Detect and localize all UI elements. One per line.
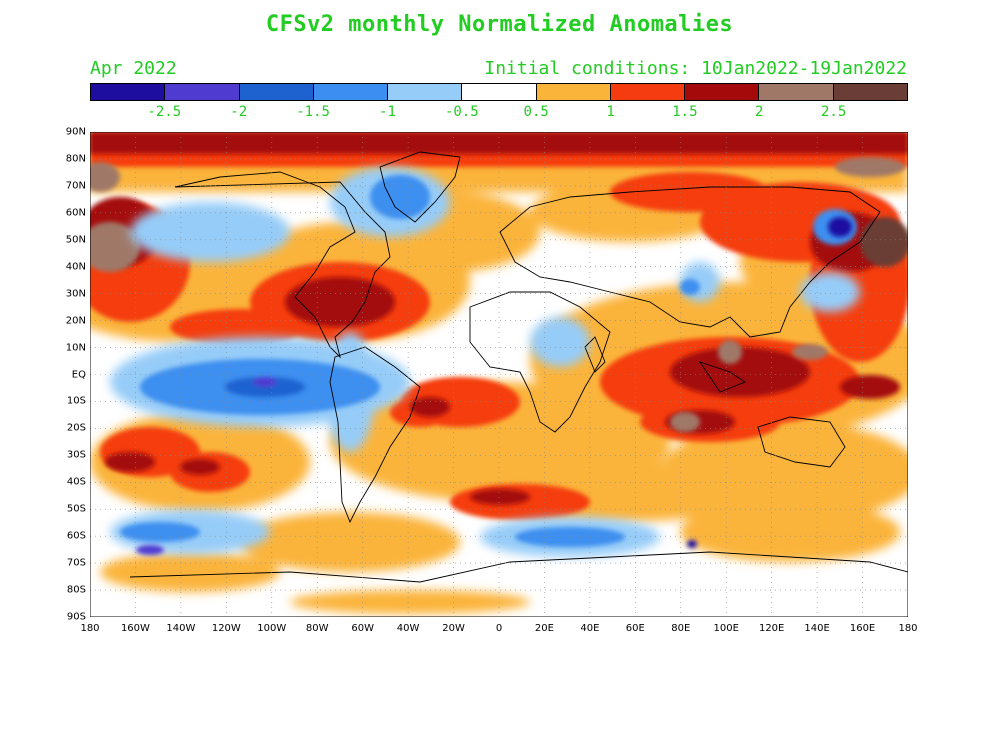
legend-color-9 <box>759 84 834 100</box>
grid <box>90 132 908 617</box>
longitude-label: 80E <box>671 623 691 634</box>
anomaly-brown <box>90 157 908 432</box>
longitude-label: 160E <box>849 623 876 634</box>
latitude-label: 50N <box>65 234 86 246</box>
longitude-label: 60W <box>351 623 374 634</box>
legend-color-4 <box>388 84 463 100</box>
latitude-label: 60N <box>65 207 86 219</box>
longitude-label: 180 <box>80 623 100 634</box>
latitude-label: 50S <box>66 503 86 515</box>
legend-label: -2.5 <box>147 104 182 120</box>
legend-color-6 <box>536 84 611 100</box>
longitude-label: 80W <box>305 623 329 634</box>
forecast-month: Apr 2022 <box>90 58 177 79</box>
latitude-label: 40S <box>66 476 86 488</box>
legend-label: -0.5 <box>444 104 479 120</box>
latitude-label: 30N <box>65 288 86 300</box>
longitude-label: 140E <box>804 623 830 634</box>
latitude-label: EQ <box>71 369 86 380</box>
latitude-label: 20S <box>66 422 86 434</box>
longitude-label: 140W <box>166 623 196 634</box>
latitude-label: 90N <box>65 126 86 138</box>
latitude-label: 10N <box>65 342 86 354</box>
legend-color-1 <box>165 84 240 100</box>
anomaly-fields <box>90 132 908 614</box>
legend-color-3 <box>313 84 389 100</box>
legend-color-2 <box>239 84 314 100</box>
longitude-label: 120W <box>211 623 241 634</box>
anomaly-map <box>90 132 908 617</box>
legend-label: 2.5 <box>820 104 847 120</box>
latitude-label: 70N <box>65 180 86 192</box>
latitude-label: 10S <box>66 395 86 407</box>
longitude-label: 40W <box>396 623 420 634</box>
longitude-label: 20E <box>534 623 554 634</box>
longitude-label: 40E <box>580 623 600 634</box>
initial-conditions: Initial conditions: 10Jan2022-19Jan2022 <box>484 58 907 79</box>
longitude-label: 120E <box>758 623 785 634</box>
legend-label: 2 <box>755 104 764 120</box>
latitude-label: 80S <box>66 584 86 596</box>
legend-color-0 <box>91 84 166 100</box>
latitude-label: 60S <box>66 530 86 542</box>
legend-label: -1 <box>379 104 396 120</box>
longitude-label: 160W <box>120 623 150 634</box>
longitude-label: 100E <box>713 623 739 634</box>
legend-label: -1.5 <box>296 104 330 120</box>
legend-label: 1 <box>606 104 615 120</box>
longitude-label: 20W <box>442 623 465 634</box>
longitude-label: 100W <box>257 623 287 634</box>
chart-title: CFSv2 monthly Normalized Anomalies <box>265 12 734 37</box>
longitude-label: 180 <box>898 623 918 634</box>
longitude-label: 60E <box>625 623 645 634</box>
legend-color-7 <box>610 84 686 100</box>
legend-label: -2 <box>230 104 248 120</box>
color-legend <box>90 83 908 101</box>
coastlines <box>129 151 908 583</box>
latitude-label: 80N <box>65 153 86 165</box>
longitude-label: 0 <box>495 623 503 634</box>
legend-color-5 <box>462 84 537 100</box>
latitude-label: 20N <box>65 315 86 327</box>
legend-label: 0.5 <box>523 104 549 120</box>
latitude-label: 70S <box>66 557 86 569</box>
legend-color-10 <box>833 84 907 100</box>
latitude-label: 40N <box>65 261 86 273</box>
legend-color-8 <box>685 84 760 100</box>
legend-label: 1.5 <box>672 104 698 120</box>
latitude-label: 30S <box>66 449 86 461</box>
anomaly-deepblue <box>136 217 852 555</box>
latitude-label: 90S <box>66 611 86 623</box>
